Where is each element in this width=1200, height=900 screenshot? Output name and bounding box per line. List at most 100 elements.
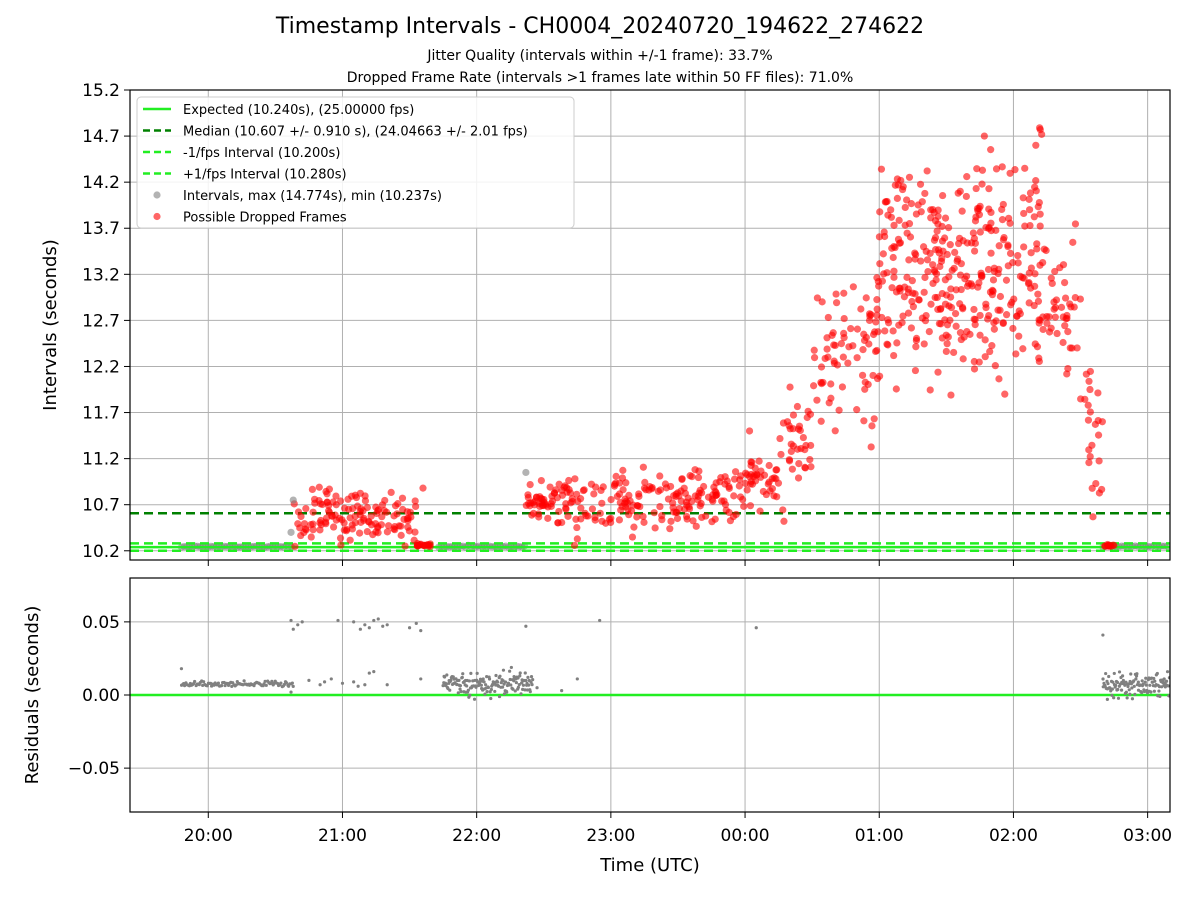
- dropped-frame-point: [773, 493, 781, 501]
- residual-point: [372, 670, 376, 674]
- residual-point: [494, 673, 498, 678]
- dropped-frame-point: [607, 514, 615, 522]
- dropped-frame-point: [915, 296, 923, 304]
- x-axis-label: Time (UTC): [599, 855, 700, 876]
- dropped-frame-point: [367, 512, 375, 520]
- dropped-frame-point: [360, 516, 368, 524]
- dropped-frame-point: [524, 493, 532, 502]
- residual-point: [468, 693, 472, 697]
- dropped-frame-point: [838, 383, 847, 391]
- dropped-frame-point: [777, 450, 785, 459]
- chart-legend: Expected (10.240s), (25.00000 fps) Median…: [136, 96, 575, 229]
- dropped-frame-point: [976, 202, 984, 210]
- dropped-frame-point: [1002, 276, 1011, 284]
- dropped-frame-point: [992, 165, 1001, 173]
- dropped-frame-point: [342, 527, 351, 535]
- dropped-frame-point: [759, 487, 767, 496]
- dropped-frame-point: [1004, 242, 1012, 251]
- residual-point: [516, 676, 520, 680]
- dropped-frame-point: [892, 385, 900, 393]
- dropped-frame-point: [1000, 233, 1008, 242]
- dropped-frame-point: [1059, 261, 1068, 269]
- residual-point: [419, 629, 423, 633]
- residual-point: [465, 684, 469, 688]
- residual-point: [475, 671, 479, 675]
- x-tick-label: 01:00: [855, 826, 904, 846]
- residual-point: [460, 675, 464, 680]
- dropped-frame-point: [615, 490, 624, 498]
- dropped-frame-point: [817, 417, 825, 425]
- residual-point: [263, 679, 267, 683]
- dropped-frame-point: [344, 495, 352, 503]
- residual-point: [519, 692, 523, 696]
- residual-point: [367, 626, 371, 630]
- residual-point: [1110, 693, 1114, 697]
- dropped-frame-point: [941, 214, 950, 222]
- dropped-frame-point: [377, 521, 385, 529]
- dropped-frame-point: [1031, 183, 1039, 191]
- residual-point: [1107, 674, 1111, 679]
- dropped-frame-point: [794, 474, 803, 482]
- dropped-frame-point: [970, 365, 979, 373]
- residual-y-tick-label: 0.00: [82, 686, 120, 706]
- residual-point: [1132, 684, 1136, 688]
- dropped-frame-point: [1019, 194, 1027, 202]
- residual-point: [511, 687, 515, 691]
- dropped-frame-point: [363, 527, 371, 536]
- residual-point: [202, 680, 206, 684]
- residual-point: [1164, 679, 1169, 683]
- residual-point: [307, 678, 311, 682]
- dropped-frame-point: [1081, 395, 1089, 403]
- dropped-frame-point: [1026, 221, 1034, 230]
- dropped-frame-point: [526, 481, 534, 489]
- dropped-frame-point: [780, 517, 788, 525]
- dropped-frame-point: [678, 475, 686, 483]
- residual-point: [531, 677, 535, 682]
- residual-point: [1125, 696, 1129, 700]
- dropped-frame-point: [348, 521, 356, 529]
- dropped-frame-point: [807, 463, 815, 471]
- dropped-frame-point: [731, 468, 740, 476]
- dropped-frame-point: [929, 279, 937, 288]
- dropped-frame-point: [1014, 251, 1022, 260]
- dropped-frame-point: [1034, 203, 1042, 211]
- dropped-frame-point: [411, 497, 419, 505]
- dropped-frame-point: [971, 247, 979, 255]
- residual-point: [385, 623, 389, 627]
- residual-point: [1105, 697, 1109, 701]
- chart-title: Timestamp Intervals - CH0004_20240720_19…: [275, 14, 925, 39]
- residual-point: [1158, 694, 1162, 698]
- dropped-frame-point: [989, 276, 998, 284]
- dropped-frame-point: [1010, 295, 1018, 303]
- dropped-frame-point: [544, 503, 552, 511]
- dropped-frame-point: [1031, 270, 1039, 278]
- dropped-frame-point: [905, 173, 914, 181]
- dropped-frame-point: [564, 512, 572, 520]
- residual-point: [419, 677, 423, 681]
- y-tick-label: 14.7: [82, 127, 120, 147]
- residual-point: [1149, 690, 1153, 694]
- dropped-frame-point: [336, 534, 345, 542]
- dropped-frame-point: [849, 342, 857, 350]
- dropped-frame-point: [730, 492, 738, 500]
- dropped-frame-point: [833, 361, 842, 369]
- legend-label-minus_fps: -1/fps Interval (10.200s): [183, 146, 340, 161]
- dropped-frame-point: [835, 406, 843, 414]
- dropped-frame-point: [803, 413, 811, 422]
- dropped-frame-point: [884, 211, 892, 219]
- dropped-frame-point: [937, 305, 945, 313]
- dropped-frame-point: [1084, 401, 1092, 409]
- dropped-frame-point: [794, 425, 803, 433]
- residual-point: [336, 618, 340, 623]
- dropped-frame-point: [552, 486, 560, 494]
- dropped-frame-point: [325, 485, 333, 493]
- residual-point: [505, 690, 509, 694]
- dropped-frame-point: [536, 493, 544, 501]
- dropped-frame-point: [918, 198, 926, 206]
- residual-point: [179, 667, 184, 671]
- dropped-frame-point: [788, 465, 796, 473]
- dropped-frame-point: [764, 480, 772, 488]
- residuals-y-axis-label: Residuals (seconds): [22, 606, 43, 785]
- dropped-frame-point: [570, 541, 579, 550]
